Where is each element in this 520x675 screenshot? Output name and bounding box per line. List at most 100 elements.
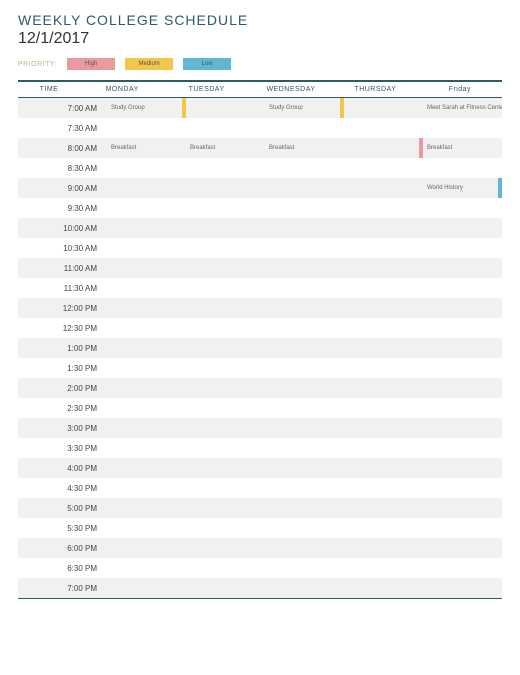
schedule-cell[interactable]: [423, 458, 502, 478]
schedule-cell[interactable]: [423, 438, 502, 458]
schedule-cell[interactable]: [265, 438, 344, 458]
schedule-cell[interactable]: [265, 118, 344, 138]
schedule-cell[interactable]: [423, 478, 502, 498]
schedule-cell[interactable]: [344, 278, 423, 298]
schedule-cell[interactable]: [265, 498, 344, 518]
schedule-cell[interactable]: [107, 358, 186, 378]
schedule-cell[interactable]: [423, 498, 502, 518]
schedule-cell[interactable]: Breakfast: [107, 138, 186, 158]
schedule-cell[interactable]: [344, 558, 423, 578]
schedule-cell[interactable]: [344, 238, 423, 258]
schedule-cell[interactable]: [186, 418, 265, 438]
schedule-cell[interactable]: [186, 358, 265, 378]
schedule-cell[interactable]: [107, 178, 186, 198]
schedule-cell[interactable]: [186, 298, 265, 318]
schedule-cell[interactable]: [265, 298, 344, 318]
schedule-cell[interactable]: [423, 338, 502, 358]
schedule-cell[interactable]: [423, 218, 502, 238]
schedule-cell[interactable]: [344, 358, 423, 378]
schedule-cell[interactable]: [186, 498, 265, 518]
schedule-cell[interactable]: [107, 298, 186, 318]
schedule-cell[interactable]: [344, 538, 423, 558]
schedule-cell[interactable]: [186, 318, 265, 338]
schedule-cell[interactable]: [344, 458, 423, 478]
schedule-cell[interactable]: [107, 378, 186, 398]
schedule-cell[interactable]: [423, 118, 502, 138]
schedule-cell[interactable]: [265, 278, 344, 298]
schedule-cell[interactable]: [344, 418, 423, 438]
schedule-cell[interactable]: [423, 578, 502, 598]
schedule-cell[interactable]: [423, 558, 502, 578]
schedule-cell[interactable]: [107, 398, 186, 418]
schedule-cell[interactable]: [107, 158, 186, 178]
schedule-cell[interactable]: Breakfast: [265, 138, 344, 158]
schedule-cell[interactable]: [186, 578, 265, 598]
schedule-cell[interactable]: [344, 378, 423, 398]
schedule-cell[interactable]: [423, 398, 502, 418]
schedule-cell[interactable]: [423, 378, 502, 398]
schedule-cell[interactable]: Breakfast: [423, 138, 502, 158]
schedule-cell[interactable]: [186, 438, 265, 458]
schedule-cell[interactable]: [423, 158, 502, 178]
schedule-cell[interactable]: [107, 458, 186, 478]
schedule-cell[interactable]: [344, 258, 423, 278]
schedule-cell[interactable]: [344, 178, 423, 198]
schedule-cell[interactable]: [186, 218, 265, 238]
schedule-cell[interactable]: [265, 518, 344, 538]
schedule-cell[interactable]: [186, 118, 265, 138]
schedule-cell[interactable]: [107, 438, 186, 458]
schedule-cell[interactable]: [265, 578, 344, 598]
schedule-cell[interactable]: [107, 558, 186, 578]
schedule-cell[interactable]: [265, 398, 344, 418]
schedule-cell[interactable]: [344, 118, 423, 138]
schedule-cell[interactable]: [344, 518, 423, 538]
schedule-cell[interactable]: Meet Sarah at Fitness Center: [423, 98, 502, 118]
schedule-cell[interactable]: [107, 118, 186, 138]
schedule-cell[interactable]: [186, 258, 265, 278]
schedule-cell[interactable]: [186, 558, 265, 578]
schedule-cell[interactable]: [107, 478, 186, 498]
schedule-cell[interactable]: [423, 318, 502, 338]
schedule-cell[interactable]: [186, 278, 265, 298]
schedule-cell[interactable]: [186, 538, 265, 558]
schedule-cell[interactable]: [186, 178, 265, 198]
schedule-cell[interactable]: [344, 498, 423, 518]
schedule-cell[interactable]: [107, 278, 186, 298]
schedule-cell[interactable]: [107, 338, 186, 358]
schedule-cell[interactable]: [265, 478, 344, 498]
schedule-cell[interactable]: [344, 298, 423, 318]
schedule-cell[interactable]: [186, 458, 265, 478]
schedule-cell[interactable]: [265, 158, 344, 178]
schedule-cell[interactable]: [423, 358, 502, 378]
schedule-cell[interactable]: [344, 318, 423, 338]
schedule-cell[interactable]: [265, 238, 344, 258]
schedule-cell[interactable]: [107, 538, 186, 558]
schedule-cell[interactable]: [186, 478, 265, 498]
schedule-cell[interactable]: [265, 318, 344, 338]
schedule-cell[interactable]: [107, 518, 186, 538]
schedule-cell[interactable]: [265, 358, 344, 378]
schedule-cell[interactable]: Breakfast: [186, 138, 265, 158]
schedule-cell[interactable]: [186, 98, 265, 118]
schedule-cell[interactable]: [107, 198, 186, 218]
schedule-cell[interactable]: World History: [423, 178, 502, 198]
schedule-cell[interactable]: [107, 578, 186, 598]
schedule-cell[interactable]: [265, 458, 344, 478]
schedule-cell[interactable]: [265, 198, 344, 218]
schedule-cell[interactable]: [265, 538, 344, 558]
schedule-cell[interactable]: [344, 138, 423, 158]
schedule-cell[interactable]: [265, 338, 344, 358]
schedule-cell[interactable]: [423, 238, 502, 258]
schedule-cell[interactable]: [186, 238, 265, 258]
schedule-cell[interactable]: [344, 98, 423, 118]
schedule-cell[interactable]: Study Group: [107, 98, 186, 118]
schedule-cell[interactable]: [186, 338, 265, 358]
schedule-cell[interactable]: [344, 398, 423, 418]
schedule-cell[interactable]: [107, 318, 186, 338]
schedule-cell[interactable]: [344, 578, 423, 598]
schedule-cell[interactable]: [265, 558, 344, 578]
schedule-cell[interactable]: [423, 538, 502, 558]
schedule-cell[interactable]: [107, 238, 186, 258]
schedule-cell[interactable]: [107, 418, 186, 438]
schedule-cell[interactable]: [423, 258, 502, 278]
